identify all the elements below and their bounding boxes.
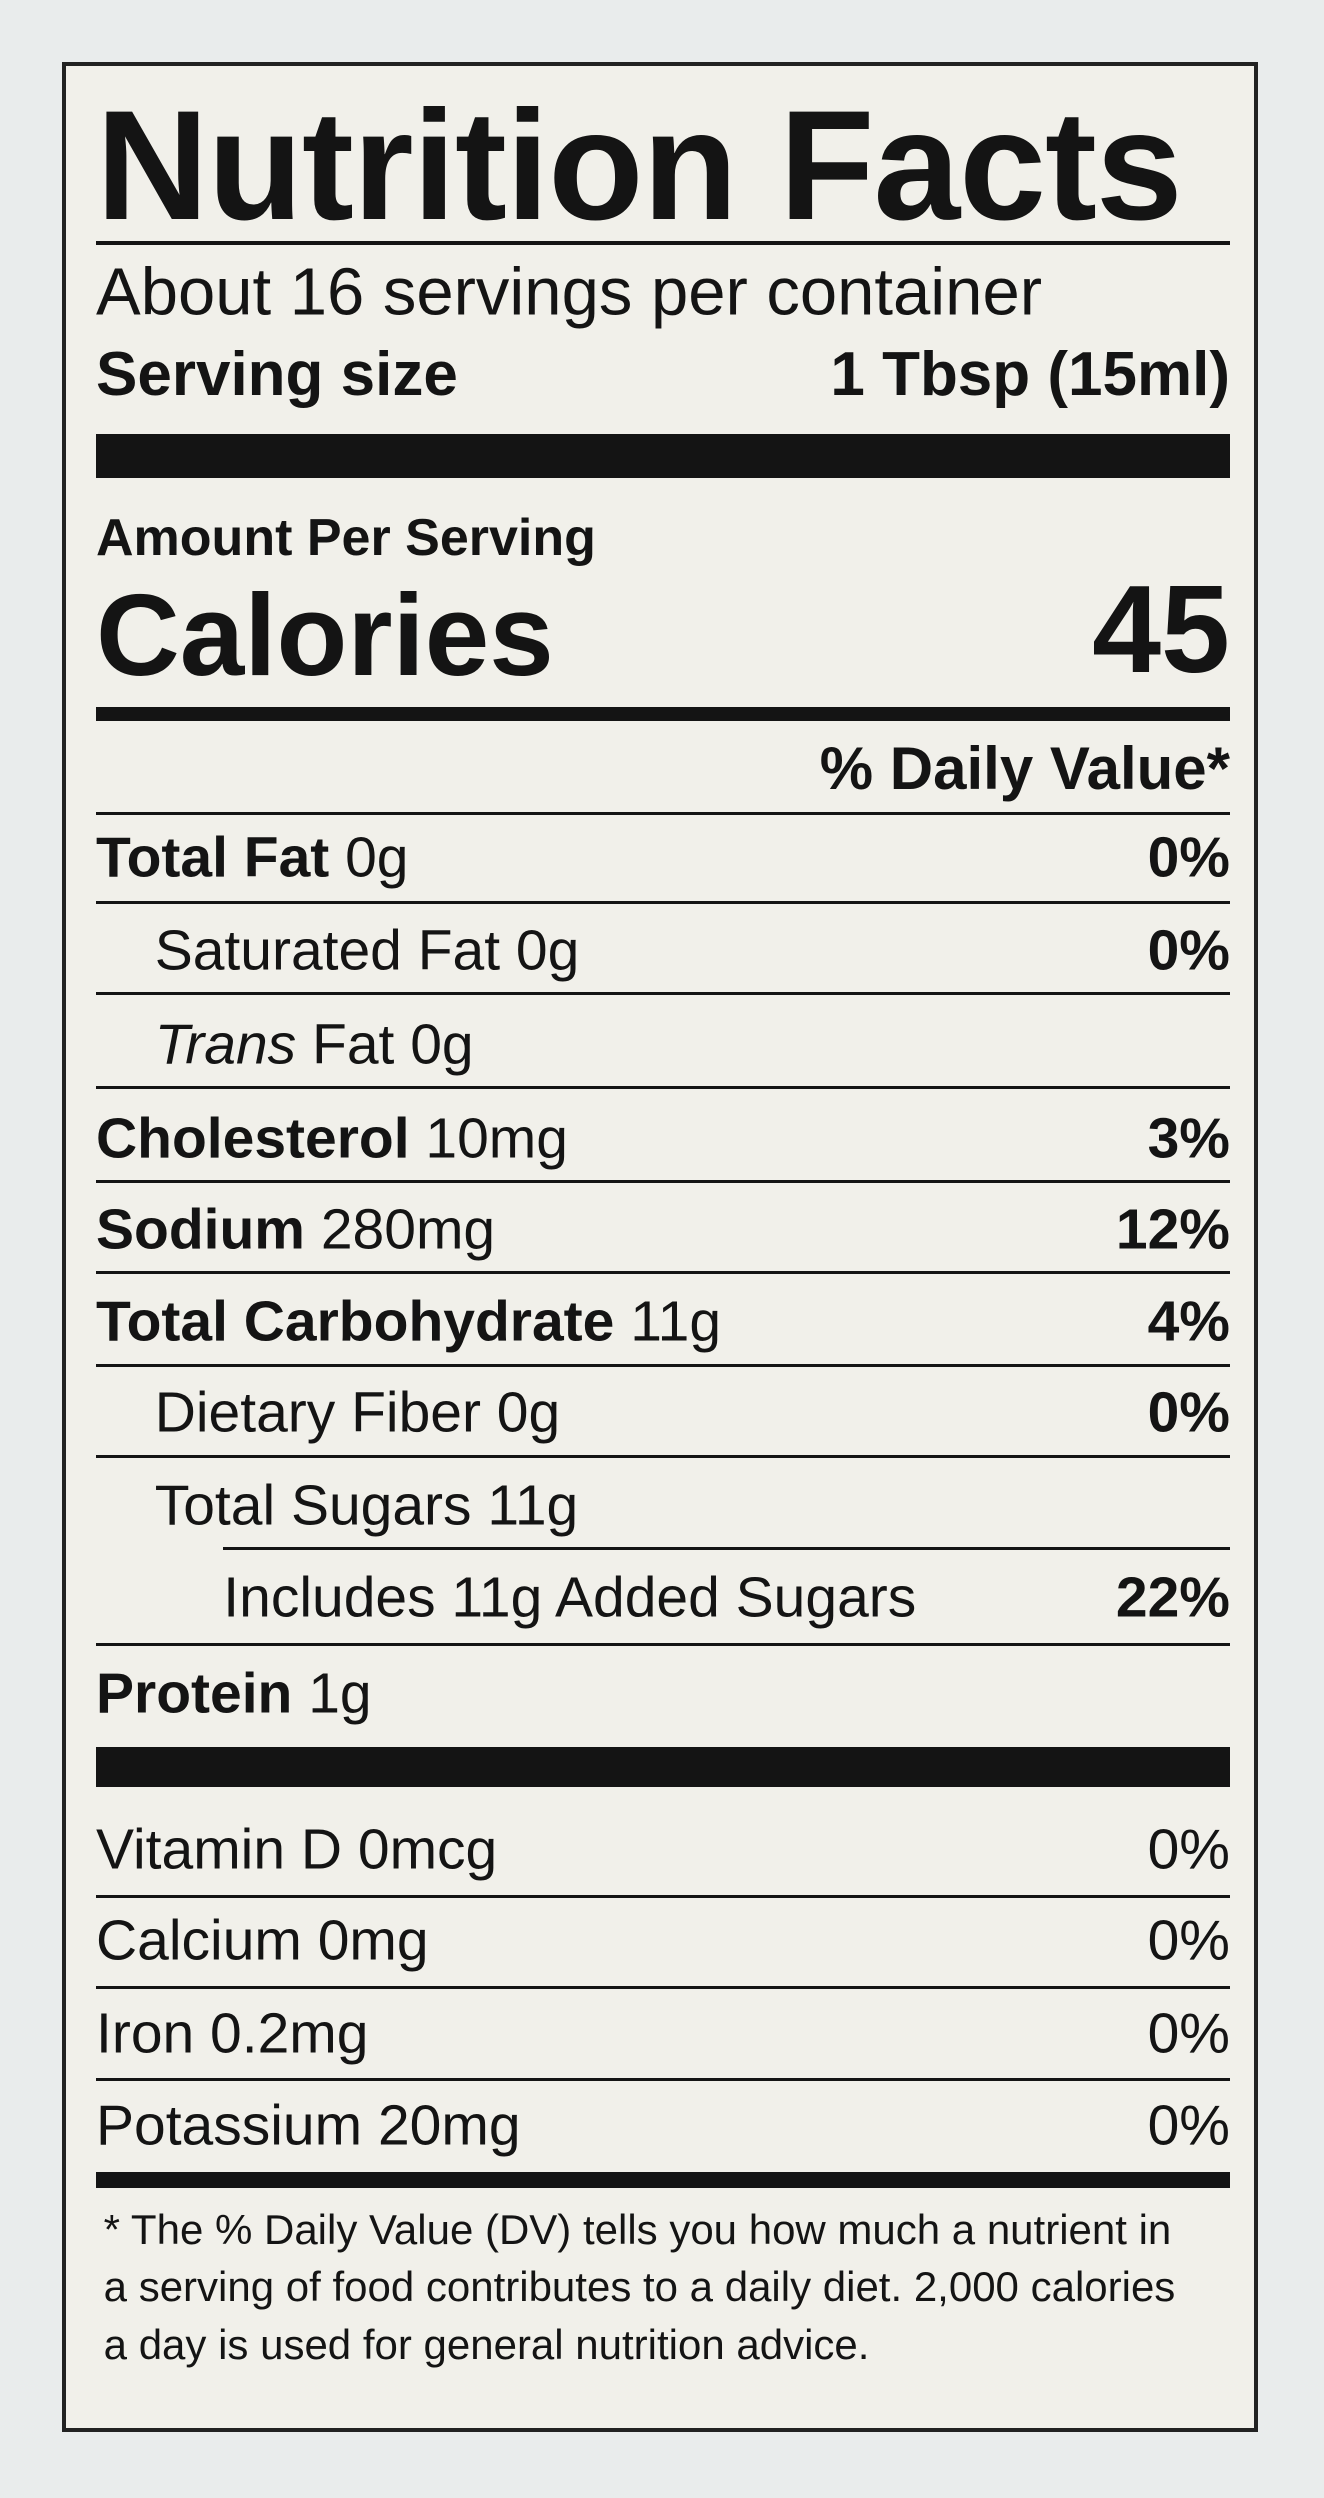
footnote-line: * The % Daily Value (DV) tells you how m… bbox=[103, 2205, 1172, 2253]
nutrient-amount: 0g bbox=[345, 825, 409, 890]
rule bbox=[96, 1271, 1230, 1275]
nutrient-dv: 0% bbox=[1147, 1380, 1230, 1445]
nutrient-amount: 10mg bbox=[425, 1106, 568, 1171]
nutrient-row: Total Sugars 11g bbox=[155, 1477, 579, 1534]
servings: About 16 servings per container bbox=[96, 254, 1043, 330]
nutrient-label: Cholesterol bbox=[96, 1106, 410, 1171]
nutrient-label: Fat bbox=[312, 1012, 395, 1077]
vitamin-label: Calcium 0mg bbox=[96, 1908, 429, 1973]
nutrient-row: Saturated Fat 0g bbox=[155, 922, 580, 979]
nutrient-label: Includes 11g Added Sugars bbox=[223, 1565, 917, 1630]
nutrient-row: Sodium 280mg bbox=[96, 1201, 495, 1258]
vitamin-dv: 0% bbox=[1147, 2093, 1230, 2158]
vitamin-label: Iron 0.2mg bbox=[96, 2001, 369, 2066]
vitamin-dv: 0% bbox=[1147, 1908, 1230, 1973]
nutrient-dv: 0% bbox=[1147, 825, 1230, 890]
rule bbox=[96, 1642, 1230, 1646]
nutrient-amount: 280mg bbox=[320, 1197, 496, 1262]
nutrient-label: Protein bbox=[96, 1661, 293, 1726]
nutrient-label: Total Sugars bbox=[154, 1473, 472, 1538]
nutrient-label: Dietary Fiber bbox=[154, 1380, 481, 1445]
vitamin-label: Potassium 20mg bbox=[96, 2093, 521, 2158]
nutrient-row: Total Fat 0g bbox=[96, 829, 409, 887]
nutrient-amount: 0g bbox=[515, 918, 580, 983]
rule bbox=[96, 901, 1230, 905]
rule bbox=[96, 240, 1230, 245]
vitamin-dv: 0% bbox=[1147, 2001, 1230, 2066]
nutrient-dv: 4% bbox=[1147, 1289, 1230, 1354]
nutrient-label: Total Fat bbox=[96, 825, 330, 890]
rule bbox=[96, 433, 1230, 478]
title: Nutrition Facts bbox=[96, 78, 1183, 253]
nutrient-label: Saturated Fat bbox=[154, 918, 501, 983]
rule bbox=[96, 1746, 1230, 1787]
nutrient-row: Cholesterol 10mg bbox=[96, 1110, 568, 1167]
nutrient-label: Total Carbohydrate bbox=[96, 1289, 615, 1354]
rule bbox=[96, 1086, 1230, 1090]
serving-size-label: Serving size bbox=[96, 339, 458, 409]
rule bbox=[96, 811, 1230, 815]
footnote-line: a day is used for general nutrition advi… bbox=[103, 2320, 870, 2368]
nutrient-label: Sodium bbox=[96, 1197, 305, 1262]
nutrient-row: Includes 11g Added Sugars bbox=[223, 1569, 916, 1627]
nutrient-amount: 11g bbox=[630, 1289, 722, 1354]
nutrient-row: Total Carbohydrate 11g bbox=[96, 1293, 721, 1351]
nutrient-amount: 0g bbox=[410, 1012, 474, 1077]
rule bbox=[96, 1180, 1230, 1184]
nutrient-dv: 22% bbox=[1115, 1565, 1230, 1630]
daily-value-header: % Daily Value* bbox=[819, 734, 1230, 802]
nutrient-amount: 1g bbox=[308, 1661, 372, 1726]
amount-per-serving: Amount Per Serving bbox=[96, 508, 596, 567]
footnote-line: a serving of food contributes to a daily… bbox=[103, 2263, 1176, 2311]
serving-size-value: 1 Tbsp (15ml) bbox=[830, 339, 1230, 409]
calories-label: Calories bbox=[96, 569, 554, 700]
nutrient-dv: 3% bbox=[1147, 1106, 1230, 1171]
calories-value: 45 bbox=[1092, 561, 1230, 700]
rule bbox=[96, 706, 1230, 721]
rule bbox=[96, 1454, 1230, 1458]
nutrient-amount: 0g bbox=[496, 1380, 561, 1445]
rule bbox=[96, 992, 1230, 996]
nutrient-row: Dietary Fiber 0g bbox=[155, 1384, 561, 1442]
nutrient-row: Trans Fat 0g bbox=[155, 1016, 474, 1073]
vitamin-label: Vitamin D 0mcg bbox=[96, 1817, 498, 1882]
rule bbox=[96, 1894, 1230, 1898]
nutrient-amount: 11g bbox=[487, 1473, 579, 1538]
nutrient-dv: 12% bbox=[1115, 1197, 1230, 1262]
rule bbox=[96, 1985, 1230, 1989]
rule bbox=[96, 1363, 1230, 1367]
nutrient-dv: 0% bbox=[1147, 918, 1230, 983]
nutrient-label-italic: Trans bbox=[154, 1012, 297, 1077]
rule bbox=[96, 2172, 1230, 2189]
nutrient-row: Protein 1g bbox=[96, 1665, 372, 1722]
rule bbox=[223, 1547, 1230, 1551]
vitamin-dv: 0% bbox=[1147, 1817, 1230, 1882]
rule bbox=[96, 2078, 1230, 2082]
